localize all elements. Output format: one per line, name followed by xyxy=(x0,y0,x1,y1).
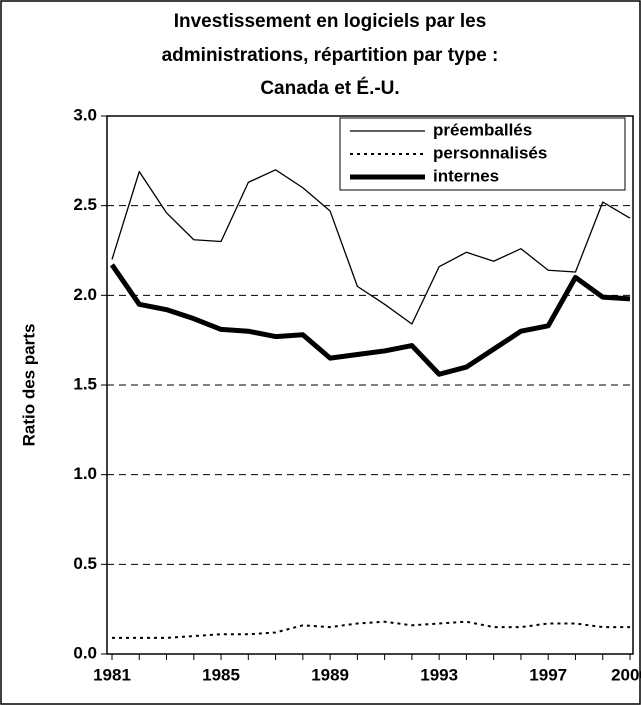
x-tick-label: 1993 xyxy=(420,665,458,684)
y-tick-label: 1.5 xyxy=(73,374,97,393)
y-tick-label: 0.0 xyxy=(73,643,97,662)
legend-label: préemballés xyxy=(433,120,532,139)
x-tick-label: 1997 xyxy=(529,665,567,684)
x-tick-label: 2000 xyxy=(611,665,641,684)
series-line xyxy=(112,620,630,639)
series-line xyxy=(109,263,631,377)
chart-title: Canada et É.-U. xyxy=(260,77,399,99)
x-tick-label: 1985 xyxy=(202,665,240,684)
chart-title: Investissement en logiciels par les xyxy=(174,11,487,32)
x-tick-label: 1989 xyxy=(311,665,349,684)
chart-title: administrations, répartition par type : xyxy=(162,45,499,66)
y-tick-label: 2.0 xyxy=(73,285,97,304)
x-tick-label: 1981 xyxy=(93,665,131,684)
y-tick-label: 1.0 xyxy=(73,464,97,483)
y-axis-label: Ratio des parts xyxy=(19,324,38,447)
y-tick-label: 0.5 xyxy=(73,554,97,573)
series-line xyxy=(111,169,631,325)
legend-label: personnalisés xyxy=(433,143,547,162)
plot-frame xyxy=(106,115,634,655)
legend-label: internes xyxy=(433,166,499,185)
y-tick-label: 3.0 xyxy=(73,105,97,124)
y-tick-label: 2.5 xyxy=(73,195,97,214)
